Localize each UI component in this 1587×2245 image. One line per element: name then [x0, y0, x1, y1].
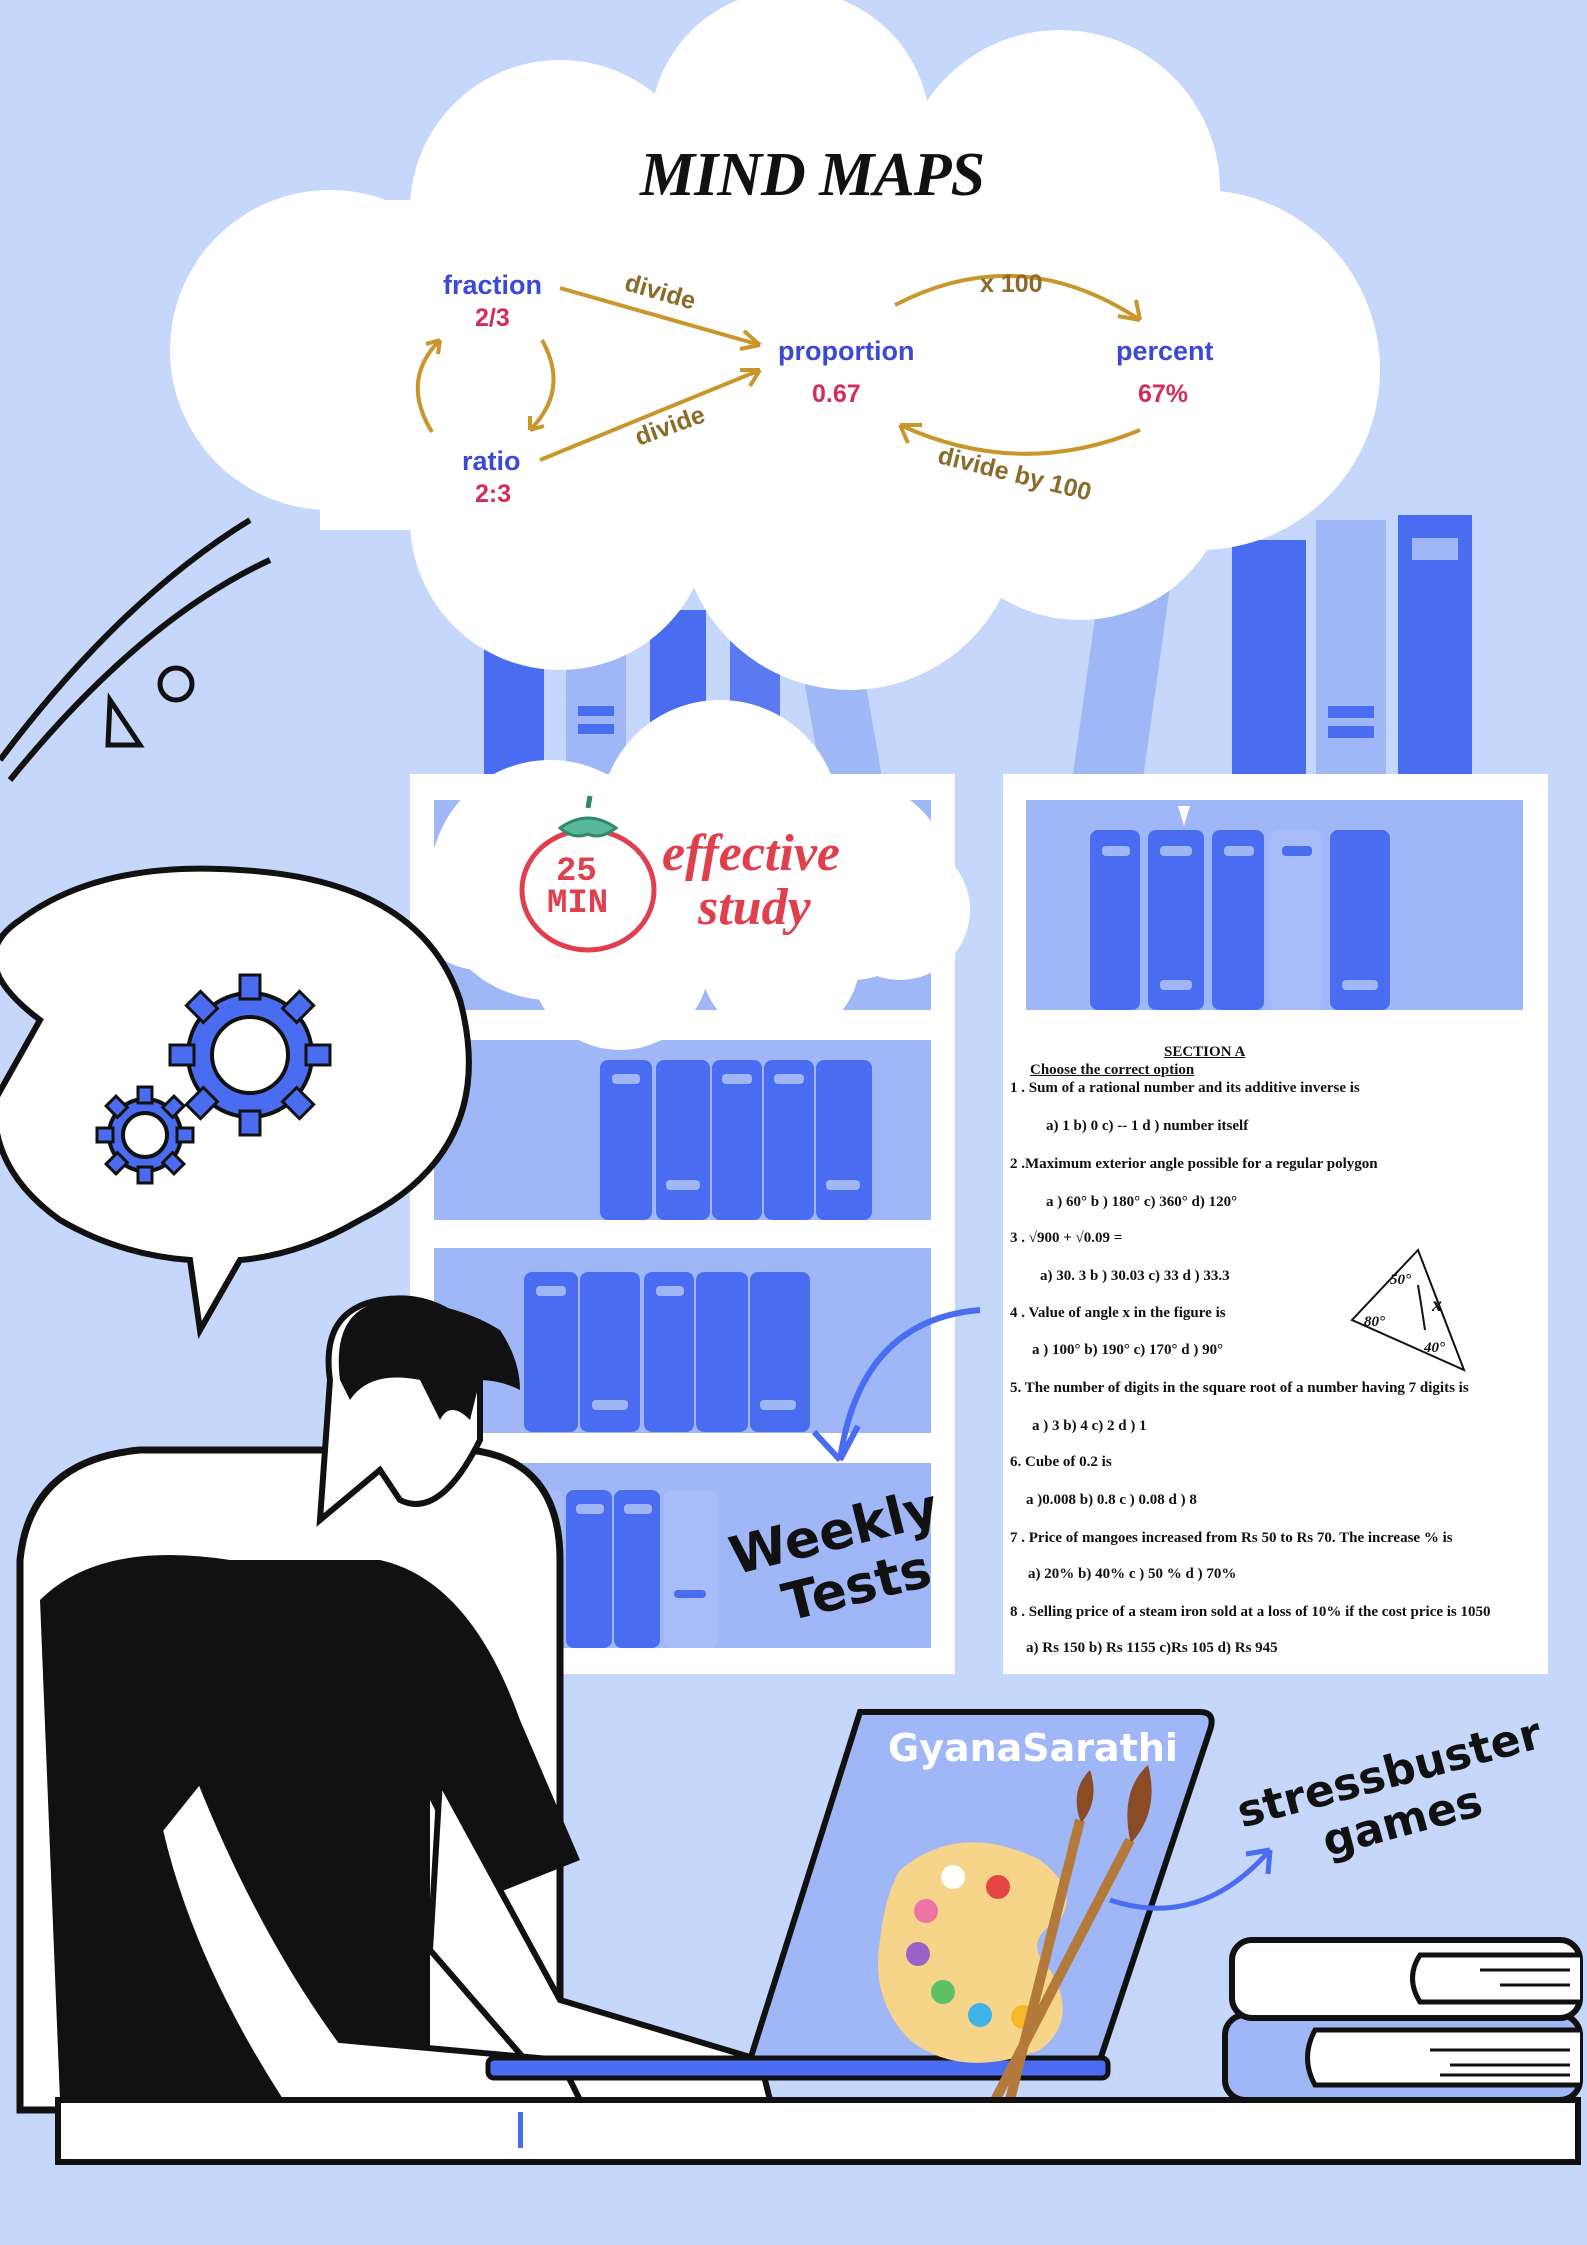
proportion-value: 0.67 — [812, 380, 861, 408]
options-line: a ) 100° b) 190° c) 170° d ) 90° — [1032, 1342, 1224, 1358]
question-line: 7 . Price of mangoes increased from Rs 5… — [1010, 1530, 1453, 1546]
desk — [55, 2097, 1581, 2165]
options-line: a ) 3 b) 4 c) 2 d ) 1 — [1032, 1418, 1147, 1434]
figure-angle-label: 40° — [1424, 1340, 1445, 1356]
percent-value: 67% — [1138, 380, 1189, 408]
laptop-brand: GyanaSarathi — [888, 1726, 1178, 1770]
percent-label: percent — [1116, 336, 1214, 366]
pomodoro-cloud — [410, 700, 970, 1050]
test-paper: SECTION A Choose the correct option 1 . … — [1004, 1040, 1520, 1672]
mind-map-arrows — [415, 273, 1142, 462]
fraction-label: fraction — [443, 270, 543, 300]
options-line: a) Rs 150 b) Rs 1155 c)Rs 105 d) Rs 945 — [1026, 1640, 1278, 1656]
shelf-row2-books — [600, 1060, 872, 1220]
options-line: a) 20% b) 40% c ) 50 % d ) 70% — [1028, 1566, 1237, 1582]
options-line: a ) 60° b ) 180° c) 360° d) 120° — [1046, 1194, 1238, 1210]
effective-label: effective — [662, 825, 840, 882]
section-heading: SECTION A — [1164, 1044, 1246, 1060]
question-line: 6. Cube of 0.2 is — [1010, 1454, 1112, 1470]
pomodoro-unit: MIN — [547, 885, 609, 923]
edge-label-times-100: x 100 — [980, 270, 1043, 298]
instruction: Choose the correct option — [1030, 1062, 1195, 1078]
figure-angle-label: 80° — [1364, 1314, 1385, 1330]
circle-doodle — [157, 665, 195, 703]
triangle-figure — [1350, 1248, 1466, 1372]
ratio-label: ratio — [462, 446, 521, 476]
palette-icon — [878, 1765, 1152, 2113]
options-line: a) 1 b) 0 c) -- 1 d ) number itself — [1046, 1118, 1249, 1134]
weekly-tests-arrow — [837, 1307, 981, 1461]
shelf-row3-books — [524, 1272, 810, 1432]
pomodoro-minutes: 25 — [556, 853, 597, 891]
book-stack — [1222, 1937, 1583, 2103]
triangle-doodle — [105, 692, 145, 748]
right-top-books — [1090, 806, 1390, 1010]
fraction-value: 2/3 — [475, 304, 510, 332]
test-paper-sheet — [1004, 1038, 1520, 1672]
mind-map-title: MIND MAPS — [640, 141, 985, 209]
options-line: a )0.008 b) 0.8 c ) 0.08 d ) 8 — [1026, 1492, 1197, 1508]
question-line: 1 . Sum of a rational number and its add… — [1010, 1080, 1360, 1096]
ratio-value: 2:3 — [475, 480, 512, 508]
question-line: 3 . √900 + √0.09 = — [1010, 1230, 1123, 1246]
question-line: 5. The number of digits in the square ro… — [1010, 1380, 1469, 1396]
question-line: 4 . Value of angle x in the figure is — [1010, 1305, 1226, 1321]
person-illustration — [40, 1295, 774, 2103]
gear-icon-large — [168, 973, 332, 1137]
figure-angle-label: 50° — [1390, 1272, 1411, 1288]
stressbuster-arrow — [1109, 1848, 1272, 1911]
tomato-icon — [519, 795, 657, 953]
question-line: 2 .Maximum exterior angle possible for a… — [1010, 1156, 1378, 1172]
question-line: 8 . Selling price of a steam iron sold a… — [1010, 1604, 1491, 1620]
figure-x-label: x — [1432, 1294, 1442, 1316]
options-line: a) 30. 3 b ) 30.03 c) 33 d ) 33.3 — [1040, 1268, 1230, 1284]
gear-icon-small — [95, 1085, 195, 1185]
proportion-label: proportion — [778, 336, 915, 366]
mind-map-cloud — [170, 0, 1380, 690]
study-label: study — [698, 879, 811, 936]
